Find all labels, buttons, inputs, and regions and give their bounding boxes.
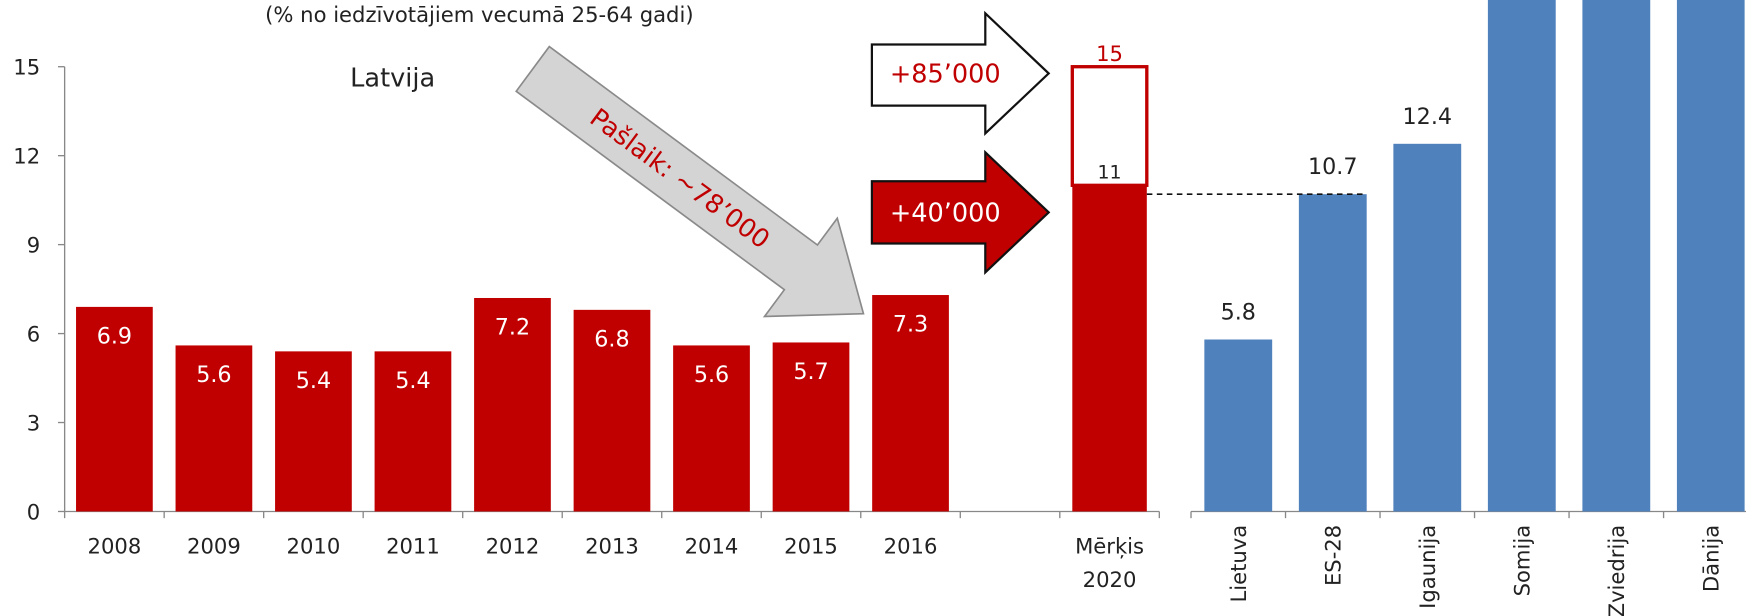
subtitle: (% no iedzīvotājiem vecumā 25-64 gadi)	[265, 2, 693, 27]
bar	[1676, 0, 1745, 512]
value-label: 6.8	[594, 327, 629, 353]
value-label: 12.4	[1403, 104, 1452, 130]
bar	[573, 309, 651, 512]
x-tick-label: Lietuva	[1226, 525, 1251, 603]
value-label: 5.6	[694, 362, 729, 388]
bar	[175, 345, 253, 512]
current-arrow: Pašlaik: ~78’000	[515, 45, 865, 318]
y-tick-label: 9	[27, 232, 40, 257]
value-label: 15	[1096, 41, 1123, 66]
bar	[275, 351, 352, 512]
step-label: +85’000	[890, 59, 1001, 89]
current-label: Pašlaik: ~78’000	[584, 103, 775, 255]
y-tick-label: 12	[13, 143, 40, 168]
bar	[1487, 0, 1556, 512]
y-tick-label: 15	[13, 54, 40, 79]
x-tick-label: 2016	[884, 534, 938, 559]
step-label: +40’000	[890, 198, 1001, 228]
value-label: 6.9	[97, 324, 132, 350]
bar	[772, 342, 850, 512]
x-tick-label: ES-28	[1321, 525, 1346, 586]
value-label: 5.4	[395, 368, 430, 394]
x-tick-label: Igaunija	[1415, 525, 1440, 609]
step-arrow	[870, 10, 1051, 137]
value-label: 5.4	[296, 368, 331, 394]
target-bar	[1070, 65, 1149, 187]
x-tick-label: Zviedrija	[1604, 525, 1629, 616]
x-tick-label: 2013	[585, 534, 639, 559]
bar	[374, 351, 452, 512]
value-label: 10.7	[1308, 154, 1357, 180]
bar	[1204, 339, 1273, 512]
bar	[673, 345, 750, 512]
value-label: 11	[1098, 162, 1122, 184]
value-label: 7.3	[893, 312, 928, 338]
bar	[1298, 194, 1367, 512]
x-tick-label: 2015	[784, 534, 838, 559]
value-label: 5.7	[793, 359, 828, 385]
value-label: 7.2	[495, 315, 530, 341]
y-tick-label: 6	[27, 321, 40, 346]
step-arrow	[870, 149, 1051, 276]
x-tick-label: Dānija	[1699, 525, 1724, 592]
target-bar	[1072, 185, 1147, 512]
country-label: Latvija	[350, 64, 435, 94]
value-label: 5.6	[196, 362, 231, 388]
y-tick-label: 3	[27, 410, 40, 435]
bar	[1582, 0, 1651, 512]
x-tick-label: Somija	[1510, 525, 1535, 597]
x-tick-label: 2012	[486, 534, 540, 559]
value-label: 5.8	[1221, 299, 1256, 325]
x-tick-label: 2011	[386, 534, 440, 559]
x-tick-label: 2010	[287, 534, 341, 559]
x-tick-label: 2008	[88, 534, 142, 559]
x-tick-label: 2020	[1083, 567, 1137, 592]
x-tick-label: 2014	[685, 534, 739, 559]
bar	[872, 295, 949, 512]
x-tick-label: 2009	[187, 534, 241, 559]
bar	[76, 306, 153, 512]
bar	[1393, 143, 1462, 512]
y-tick-label: 0	[27, 499, 40, 524]
x-tick-label: Mērķis	[1075, 534, 1144, 559]
bar	[474, 297, 551, 512]
